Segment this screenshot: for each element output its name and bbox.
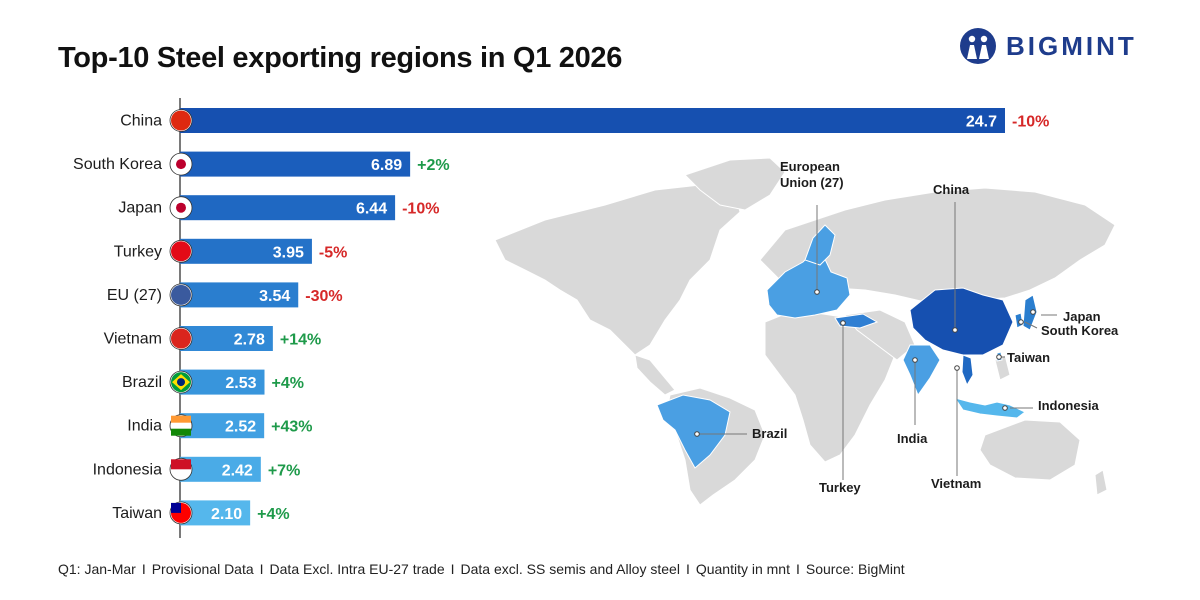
bar bbox=[180, 456, 261, 482]
flag-stripe bbox=[171, 459, 191, 470]
brand-logo: BIGMINT bbox=[958, 24, 1158, 68]
map-highlighted-regions bbox=[656, 224, 1038, 469]
bar bbox=[180, 151, 411, 177]
category-label: Indonesia bbox=[93, 461, 162, 478]
change-label: +2% bbox=[417, 157, 449, 174]
bar bbox=[180, 326, 273, 351]
taiwan-flag-icon bbox=[169, 501, 193, 525]
map-label-dots bbox=[694, 289, 1036, 437]
footer-notes: Q1: Jan-Mar I Provisional Data I Data Excl. … bbox=[58, 561, 905, 577]
map-label-eu-line2: Union (27) bbox=[780, 175, 844, 190]
map-label-japan: Japan bbox=[1063, 309, 1101, 324]
flag-fill bbox=[171, 241, 191, 262]
chart-title: Top-10 Steel exporting regions in Q1 202… bbox=[58, 42, 623, 74]
china-flag-icon bbox=[169, 109, 193, 132]
footer-separator: I bbox=[795, 561, 800, 577]
map-label-brazil: Brazil bbox=[752, 426, 787, 441]
change-label: +4% bbox=[257, 506, 289, 523]
footer-item: Data Excl. Intra EU-27 trade bbox=[269, 561, 445, 577]
map-label-indonesia: Indonesia bbox=[1038, 398, 1099, 413]
footer-item: Q1: Jan-Mar bbox=[58, 561, 136, 577]
value-label: 2.78 bbox=[234, 332, 265, 349]
footer-item: Data excl. SS semis and Alloy steel bbox=[460, 561, 680, 577]
eu-flag-icon bbox=[169, 283, 193, 307]
bar bbox=[180, 238, 312, 264]
vietnam-flag-icon bbox=[169, 327, 193, 350]
category-label: Brazil bbox=[122, 374, 162, 391]
bigmint-logo-icon bbox=[960, 28, 996, 64]
brand-name: BIGMINT bbox=[1006, 30, 1137, 61]
map-base-land bbox=[494, 157, 1116, 506]
category-label: Turkey bbox=[114, 243, 162, 260]
brazil-flag-icon bbox=[169, 370, 193, 394]
category-label: Vietnam bbox=[104, 331, 162, 348]
value-label: 2.52 bbox=[225, 419, 256, 436]
value-label: 2.10 bbox=[211, 506, 242, 523]
change-label: -10% bbox=[402, 201, 439, 218]
map-label-eu: European Union (27) bbox=[780, 159, 844, 190]
footer-item: Provisional Data bbox=[151, 561, 254, 577]
footer-separator: I bbox=[685, 561, 690, 577]
bar bbox=[180, 108, 1005, 133]
bar bbox=[180, 282, 299, 308]
flag-disc bbox=[176, 202, 186, 213]
footer-separator: I bbox=[450, 561, 455, 577]
bar-chart: China 24.7 -10% South Korea 6.89 +2% Japan 6.44… bbox=[73, 98, 1049, 538]
value-label: 6.89 bbox=[371, 157, 402, 174]
map-label-china: China bbox=[933, 182, 970, 197]
map-leader-lines bbox=[697, 202, 1057, 480]
map-label-south-korea: South Korea bbox=[1041, 323, 1119, 338]
map-label-taiwan: Taiwan bbox=[1007, 350, 1050, 365]
footer-item: Quantity in mnt bbox=[695, 561, 790, 577]
category-label: India bbox=[127, 418, 162, 435]
map-label-vietnam: Vietnam bbox=[931, 476, 981, 491]
flag-stripe bbox=[171, 415, 191, 423]
value-label: 2.53 bbox=[225, 375, 256, 392]
bar bbox=[180, 195, 396, 221]
turkey-flag-icon bbox=[169, 239, 193, 263]
value-label: 3.95 bbox=[273, 244, 304, 261]
change-label: +14% bbox=[280, 332, 321, 349]
category-label: Taiwan bbox=[112, 505, 162, 522]
india-flag-icon bbox=[169, 414, 193, 438]
footer-item: Source: BigMint bbox=[805, 561, 905, 577]
change-label: -5% bbox=[319, 244, 347, 261]
flag-globe bbox=[177, 378, 185, 387]
flag-fill bbox=[171, 284, 191, 305]
footer-separator: I bbox=[141, 561, 146, 577]
map-label-turkey: Turkey bbox=[819, 480, 861, 495]
indonesia-flag-icon bbox=[169, 457, 193, 481]
value-label: 24.7 bbox=[966, 114, 997, 131]
map-label-india: India bbox=[897, 431, 928, 446]
flag-disc bbox=[176, 159, 186, 170]
category-label: South Korea bbox=[73, 156, 162, 173]
map-label-eu-line1: European bbox=[780, 159, 840, 174]
bar bbox=[180, 369, 265, 395]
map-labels: European Union (27) China Japan South Kor… bbox=[752, 159, 1119, 495]
flag-stripe bbox=[171, 428, 191, 436]
change-label: -30% bbox=[305, 288, 342, 305]
change-label: +4% bbox=[272, 375, 304, 392]
category-label: EU (27) bbox=[107, 287, 162, 304]
value-label: 3.54 bbox=[259, 288, 290, 305]
category-label: Japan bbox=[118, 200, 162, 217]
world-map: European Union (27) China Japan South Kor… bbox=[494, 157, 1119, 506]
footer-separator: I bbox=[259, 561, 264, 577]
flag-fill bbox=[171, 328, 191, 349]
bar bbox=[180, 413, 265, 439]
flag-fill bbox=[171, 110, 191, 131]
value-label: 2.42 bbox=[222, 462, 253, 479]
value-label: 6.44 bbox=[356, 201, 387, 218]
category-label: China bbox=[120, 113, 162, 130]
japan-flag-icon bbox=[169, 196, 193, 220]
change-label: +43% bbox=[271, 419, 312, 436]
change-label: +7% bbox=[268, 462, 300, 479]
flag-canton bbox=[171, 502, 181, 513]
south-korea-flag-icon bbox=[169, 152, 193, 176]
change-label: -10% bbox=[1012, 114, 1049, 131]
